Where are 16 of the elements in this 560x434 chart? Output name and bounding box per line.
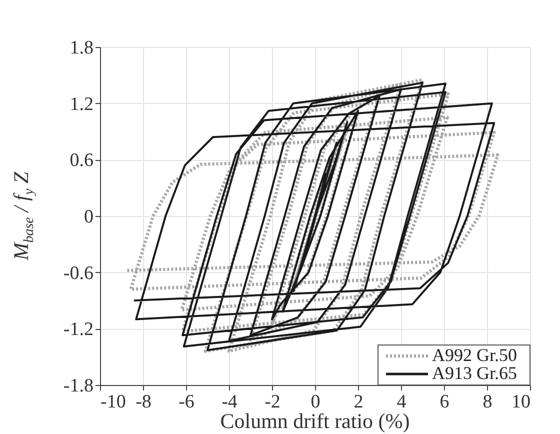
y-tick-label: 1.8: [70, 38, 94, 58]
x-tick-label: -10: [100, 392, 126, 412]
y-tick-label: 0: [84, 206, 94, 228]
legend-label: A913 Gr.65: [432, 363, 517, 383]
y-tick-label: 1.2: [70, 94, 94, 115]
y-tick-label: 0.6: [70, 150, 94, 172]
y-tick-label: -1.8: [63, 376, 94, 396]
x-tick-label: 10: [512, 392, 530, 412]
x-tick-label: -8: [136, 392, 152, 412]
legend-label: A992 Gr.50: [432, 345, 517, 365]
y-tick-label: -1.2: [63, 319, 94, 340]
y-tick-label: -0.6: [63, 262, 94, 284]
x-tick-label: 6: [440, 392, 450, 412]
x-tick-label: -6: [178, 392, 194, 412]
y-axis-title: Mbase / fy Z: [9, 172, 37, 262]
x-tick-label: 8: [482, 392, 492, 412]
